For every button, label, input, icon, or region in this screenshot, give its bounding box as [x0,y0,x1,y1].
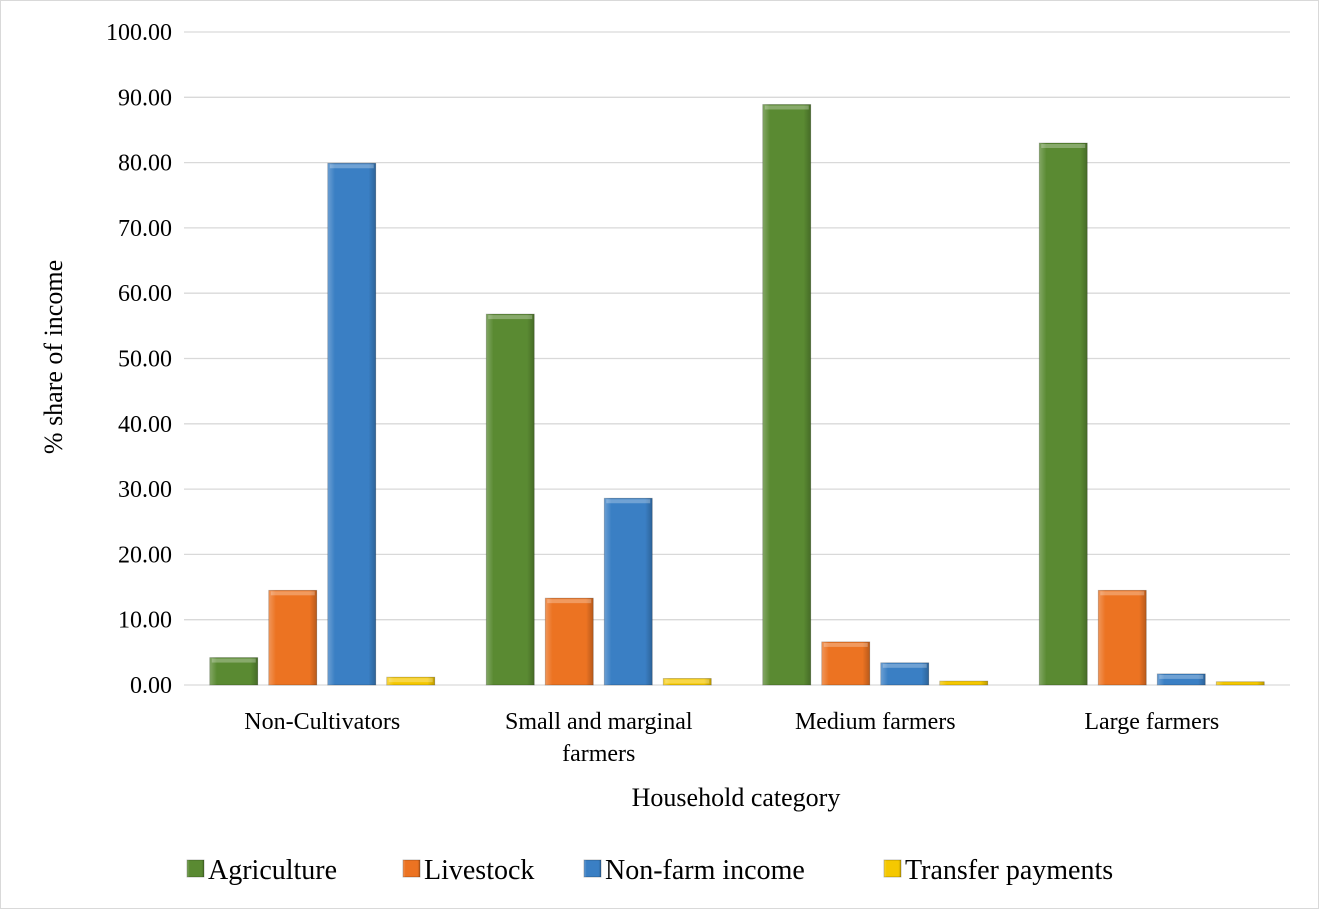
bar-livestock [821,641,871,686]
y-tick-label: 80.00 [118,151,172,177]
legend-item: Non-farm income [583,855,805,886]
bar-highlight [665,679,710,684]
bar-highlight [1100,591,1145,596]
bar-highlight [270,591,315,596]
legend: Agriculture Livestock Non-farm income Trans… [186,855,1113,886]
y-tick-label: 0.00 [130,673,172,699]
bar-shade [880,662,929,685]
bar-livestock [268,589,318,686]
bar-shade [663,678,712,685]
legend-label: Agriculture [208,855,337,886]
y-tick-label: 100.00 [106,20,172,46]
bar-livestock [1097,589,1147,686]
bars [209,104,1265,686]
bar-highlight [606,499,651,504]
bar-shade [1157,673,1206,685]
bar-highlight [1041,144,1086,149]
x-category-label: Large farmers [1084,709,1219,735]
bar-highlight [329,164,374,169]
bar-highlight [388,678,433,683]
bar-non-farm-income [327,162,377,686]
y-axis-ticks: 0.00 10.00 20.00 30.00 40.00 50.00 60.00 70.00 8… [106,20,172,699]
y-tick-label: 60.00 [118,281,172,307]
bar-livestock [544,597,594,686]
y-tick-label: 50.00 [118,347,172,373]
y-axis-title: % share of income [39,260,68,454]
y-tick-label: 70.00 [118,216,172,242]
bar-highlight [211,658,256,663]
legend-item: Transfer payments [883,855,1113,886]
bar-agriculture [762,104,812,686]
legend-label: Non-farm income [605,855,805,886]
bar-shade [762,104,811,685]
legend-swatch-shade [187,860,204,877]
bar-shade [209,657,258,685]
bar-shade [821,641,870,685]
bar-highlight [823,642,868,647]
bar-transfer-payments [386,676,436,686]
bar-non-farm-income [603,497,653,686]
bar-transfer-payments [939,680,989,686]
legend-item: Livestock [402,855,534,886]
bar-agriculture [485,313,535,686]
bar-shade [327,163,376,686]
x-category-label: Non-Cultivators [244,709,400,735]
bar-highlight [547,599,592,604]
legend-item: Agriculture [186,855,337,886]
x-axis-title: Household category [632,783,841,812]
x-category-label: Medium farmers [795,709,956,735]
bar-shade [1098,590,1147,685]
bar-shade [486,314,535,685]
bar-non-farm-income [880,662,930,686]
y-tick-label: 30.00 [118,477,172,503]
bar-agriculture [209,657,259,686]
bar-highlight [882,663,927,668]
bar-shade [545,598,594,685]
bar-non-farm-income [1156,673,1206,686]
bar-transfer-payments [1215,681,1265,686]
x-axis-categories: Non-Cultivators Small and marginal farmers… [244,709,1219,767]
y-tick-label: 40.00 [118,412,172,438]
legend-swatch-shade [884,860,901,877]
x-category-label: farmers [562,741,635,767]
x-category-label: Small and marginal [505,709,693,735]
y-tick-label: 20.00 [118,542,172,568]
legend-label: Transfer payments [905,855,1113,886]
y-tick-label: 90.00 [118,85,172,111]
bar-agriculture [1038,142,1088,686]
y-tick-label: 10.00 [118,608,172,634]
bar-transfer-payments [662,678,712,686]
bar-highlight [1159,674,1204,679]
bar-shade [1216,681,1265,685]
legend-swatch-shade [584,860,601,877]
bar-highlight [764,105,809,110]
bar-shade [1039,143,1088,685]
bar-shade [939,681,988,685]
legend-label: Livestock [424,855,534,886]
bar-shade [386,677,435,685]
bar-shade [268,590,317,685]
legend-swatch-shade [403,860,420,877]
bar-highlight [488,315,533,320]
bar-shade [604,498,653,685]
